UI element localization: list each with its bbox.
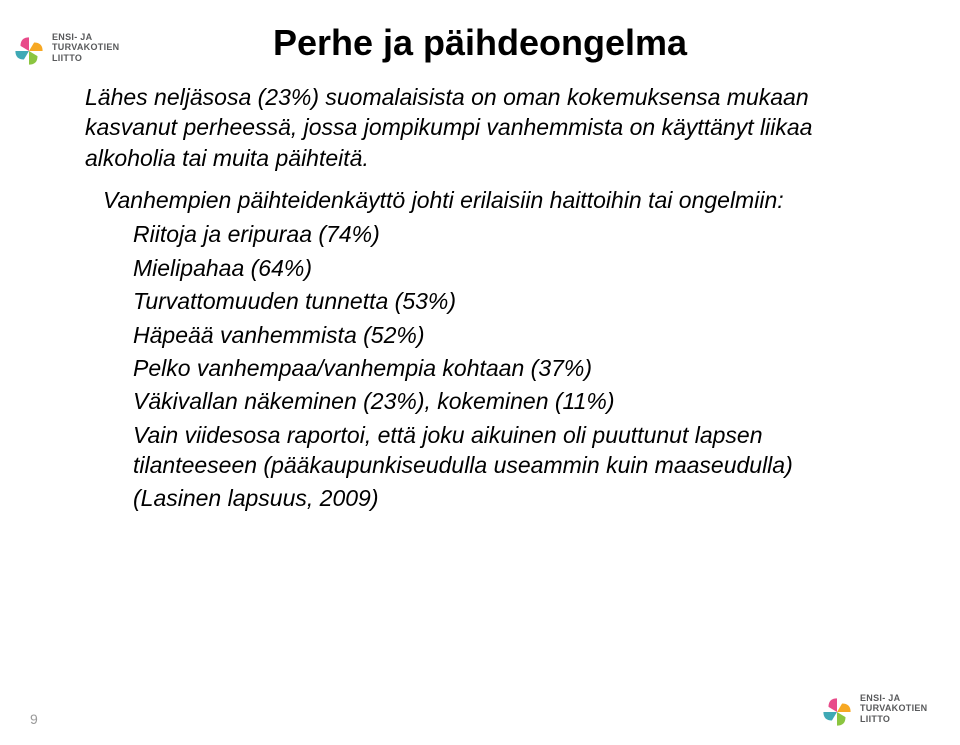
bullet-list: Riitoja ja eripuraa (74%) Mielipahaa (64… [133,219,880,513]
org-logo-text: ENSI- JA TURVAKOTIEN LIITTO [52,32,119,63]
logo-line: TURVAKOTIEN [860,703,927,713]
pinwheel-icon [12,34,46,68]
slide-title: Perhe ja päihdeongelma [140,22,820,64]
org-logo-bottom: ENSI- JA TURVAKOTIEN LIITTO [820,693,940,729]
logo-line: ENSI- JA [52,32,119,42]
page-number: 9 [30,711,38,727]
slide-content: Lähes neljäsosa (23%) suomalaisista on o… [85,82,880,514]
list-item: Vain viidesosa raportoi, että joku aikui… [133,420,880,481]
sub-intro: Vanhempien päihteidenkäyttö johti erilai… [103,185,880,215]
list-item: Häpeää vanhemmista (52%) [133,320,880,350]
org-logo-top: ENSI- JA TURVAKOTIEN LIITTO [12,32,132,68]
logo-line: LIITTO [52,53,119,63]
list-item: Turvattomuuden tunnetta (53%) [133,286,880,316]
list-item: Mielipahaa (64%) [133,253,880,283]
list-item: Riitoja ja eripuraa (74%) [133,219,880,249]
org-logo-text: ENSI- JA TURVAKOTIEN LIITTO [860,693,927,724]
logo-line: ENSI- JA [860,693,927,703]
list-item: (Lasinen lapsuus, 2009) [133,483,880,513]
logo-line: TURVAKOTIEN [52,42,119,52]
pinwheel-icon [820,695,854,729]
list-item: Pelko vanhempaa/vanhempia kohtaan (37%) [133,353,880,383]
list-item: Väkivallan näkeminen (23%), kokeminen (1… [133,386,880,416]
intro-paragraph: Lähes neljäsosa (23%) suomalaisista on o… [85,82,880,173]
logo-line: LIITTO [860,714,927,724]
